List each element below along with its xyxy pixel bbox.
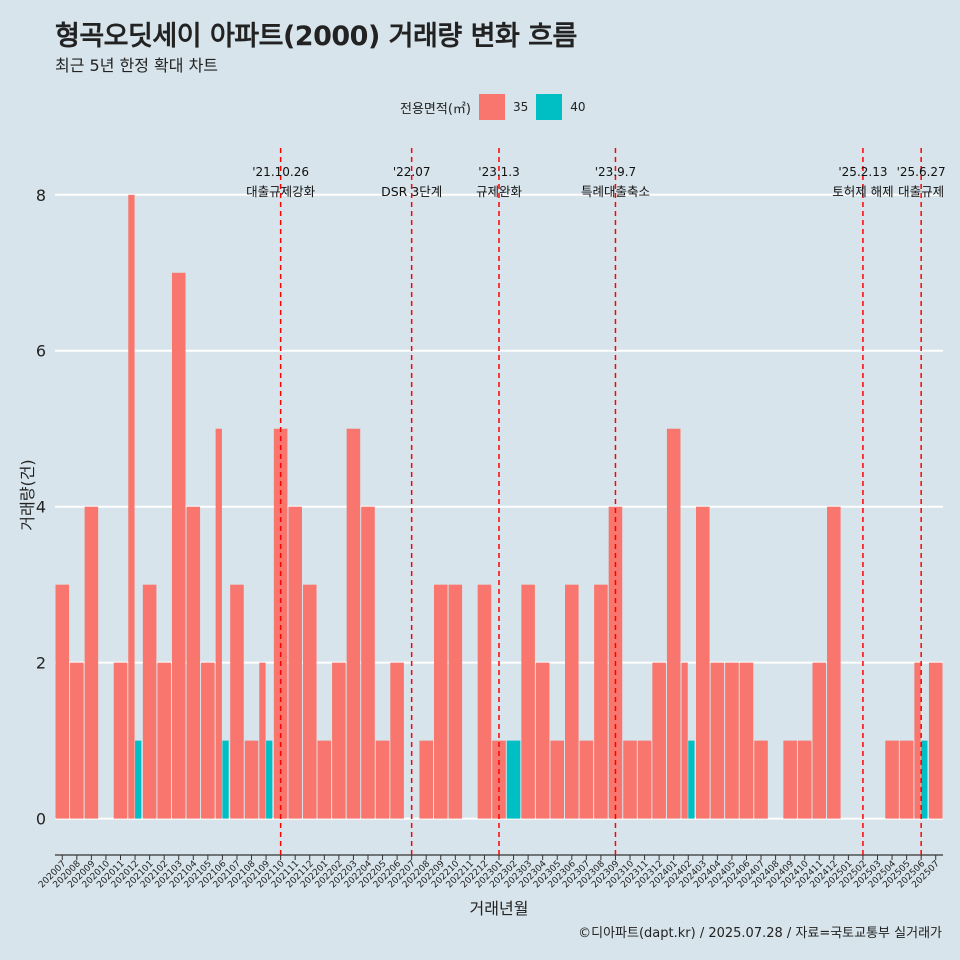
bar-35 xyxy=(535,662,550,819)
bar-35 xyxy=(899,740,914,819)
event-date: '21.10.26 xyxy=(252,165,309,179)
bar-35 xyxy=(157,662,171,819)
bar-35 xyxy=(594,584,608,819)
y-tick-label: 2 xyxy=(36,654,46,673)
event-label: DSR 3단계 xyxy=(381,184,442,199)
chart-title: 형곡오딧세이 아파트(2000) 거래량 변화 흐름 xyxy=(55,21,577,52)
bar-35 xyxy=(171,272,186,819)
bar-40 xyxy=(266,740,273,819)
bar-35 xyxy=(783,740,797,819)
bar-35 xyxy=(390,662,404,819)
bar-35 xyxy=(128,194,135,819)
bar-35 xyxy=(637,740,652,819)
event-date: '25.6.27 xyxy=(897,165,946,179)
bar-35 xyxy=(696,506,710,819)
event-date: '23.9.7 xyxy=(595,165,636,179)
legend-label-35: 35 xyxy=(512,100,529,114)
bar-35 xyxy=(142,584,157,819)
bar-35 xyxy=(273,428,288,819)
bar-35 xyxy=(215,428,222,819)
bar-35 xyxy=(70,662,84,819)
bar-40 xyxy=(506,740,521,819)
bar-35 xyxy=(797,740,812,819)
bar-35 xyxy=(550,740,565,819)
event-label: 토허제 해제 xyxy=(832,184,893,199)
y-tick-label: 0 xyxy=(36,810,46,829)
bar-35 xyxy=(230,584,244,819)
bar-35 xyxy=(812,662,827,819)
bar-35 xyxy=(710,662,725,819)
bar-35 xyxy=(885,740,899,819)
caption: ©디아파트(dapt.kr) / 2025.07.28 / 자료=국토교통부 실… xyxy=(578,926,942,941)
bar-35 xyxy=(914,662,921,819)
bar-35 xyxy=(186,506,201,819)
bar-35 xyxy=(375,740,390,819)
bar-35 xyxy=(84,506,99,819)
bar-35 xyxy=(521,584,535,819)
bar-40 xyxy=(921,740,928,819)
bar-40 xyxy=(688,740,695,819)
bar-35 xyxy=(244,740,259,819)
bar-35 xyxy=(332,662,346,819)
bar-35 xyxy=(259,662,266,819)
bar-35 xyxy=(652,662,666,819)
bar-35 xyxy=(433,584,448,819)
bar-40 xyxy=(135,740,142,819)
legend-title: 전용면적(㎡) xyxy=(400,101,471,117)
bar-35 xyxy=(565,584,579,819)
bar-35 xyxy=(623,740,637,819)
bar-35 xyxy=(754,740,768,819)
y-tick-label: 4 xyxy=(36,498,46,517)
bar-35 xyxy=(346,428,361,819)
bar-35 xyxy=(477,584,492,819)
event-label: 규제완화 xyxy=(476,184,523,199)
bar-40 xyxy=(222,740,229,819)
event-label: 대출규제강화 xyxy=(246,184,316,199)
chart-subtitle: 최근 5년 한정 확대 차트 xyxy=(55,56,219,75)
bar-35 xyxy=(113,662,128,819)
bar-35 xyxy=(361,506,375,819)
bar-35 xyxy=(928,662,943,819)
bar-35 xyxy=(317,740,332,819)
legend-label-40: 40 xyxy=(570,100,586,114)
event-date: '23.1.3 xyxy=(478,165,519,179)
bar-35 xyxy=(739,662,754,819)
event-label: 대출규제 xyxy=(898,184,944,199)
legend: 전용면적(㎡) 35 40 xyxy=(400,94,594,120)
event-date: '25.2.13 xyxy=(838,165,887,179)
bar-35 xyxy=(288,506,302,819)
bar-35 xyxy=(302,584,317,819)
bar-35 xyxy=(666,428,681,819)
bar-35 xyxy=(827,506,841,819)
event-date: '22.07 xyxy=(393,165,431,179)
bar-35 xyxy=(579,740,594,819)
y-tick-label: 6 xyxy=(36,342,46,361)
bar-35 xyxy=(419,740,433,819)
y-axis-title: 거래량(건) xyxy=(18,459,37,530)
x-axis-title: 거래년월 xyxy=(470,899,529,918)
bar-35 xyxy=(681,662,688,819)
legend-key-40 xyxy=(536,94,563,120)
event-label: 특례대출축소 xyxy=(581,184,650,199)
bar-35 xyxy=(448,584,463,819)
bar-35 xyxy=(55,584,70,819)
bar-35 xyxy=(201,662,215,819)
y-tick-label: 8 xyxy=(36,186,46,205)
legend-key-35 xyxy=(478,94,505,120)
bar-35 xyxy=(725,662,739,819)
